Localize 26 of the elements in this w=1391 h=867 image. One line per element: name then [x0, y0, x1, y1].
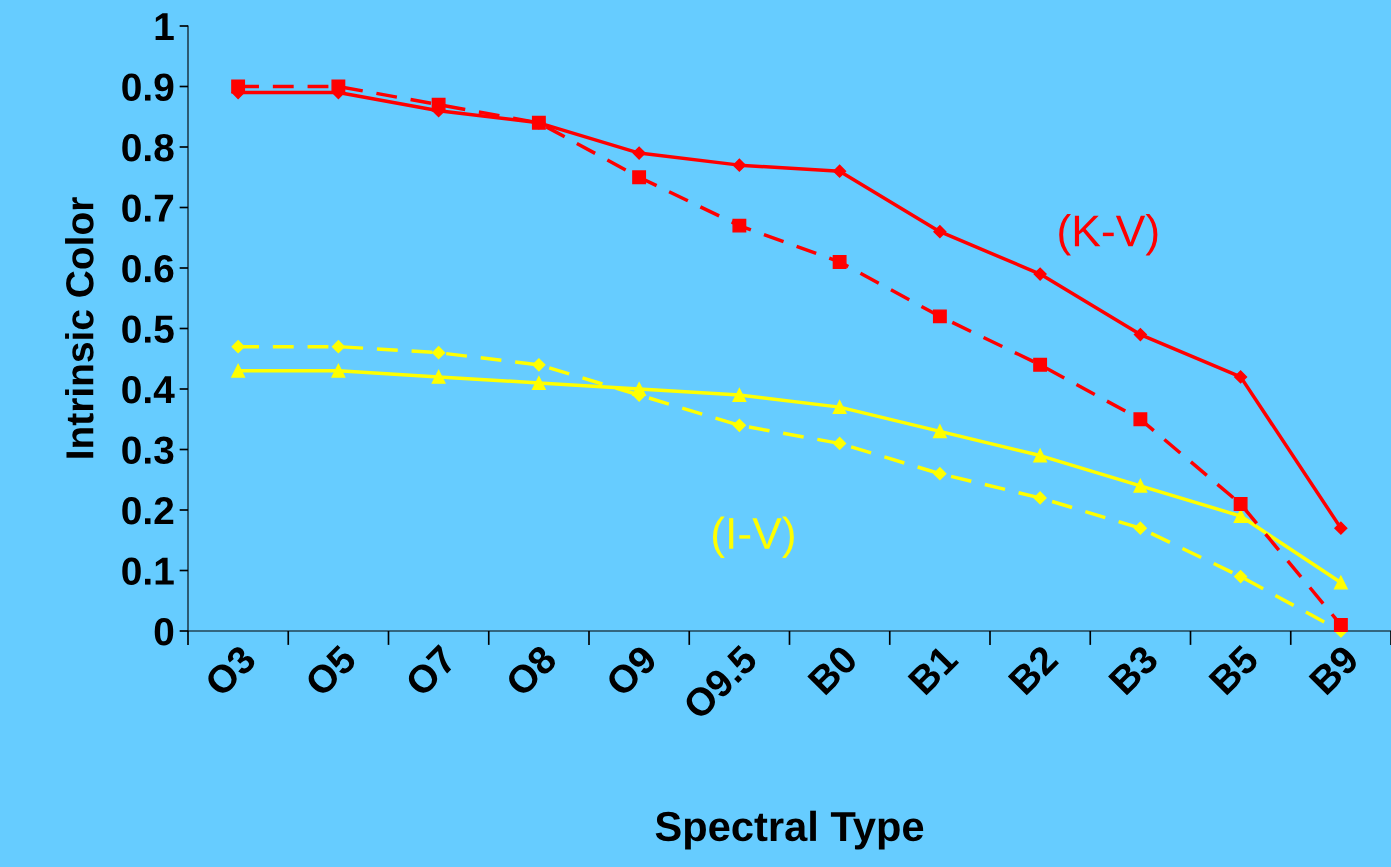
y-tick-label: 1 — [155, 13, 174, 41]
x-tick-label: B9 — [1308, 643, 1361, 696]
y-tick-label: 0.8 — [122, 133, 174, 162]
x-tick-label: O7 — [403, 644, 458, 698]
annotation: (K-V) — [1059, 214, 1158, 256]
y-tick-label: 0.5 — [122, 315, 174, 343]
y-tick-label: 0.6 — [122, 254, 174, 283]
x-tick-label: B2 — [1007, 643, 1059, 696]
x-tick-label: B3 — [1107, 643, 1160, 696]
x-axis-title: Spectral Type — [655, 810, 924, 850]
y-tick-label: 0 — [154, 617, 174, 646]
y-tick-label: 0.1 — [122, 557, 174, 585]
y-tick-label: 0.2 — [122, 496, 174, 525]
x-tick-label: B1 — [907, 643, 960, 696]
y-tick-label: 0.7 — [122, 194, 174, 222]
x-tick-label: O8 — [504, 643, 559, 698]
x-tick-label: O3 — [203, 643, 258, 698]
y-tick-label: 0.4 — [122, 375, 175, 404]
y-axis-title: Intrinsic Color — [65, 197, 94, 458]
x-tick-label: O9 — [604, 643, 659, 698]
x-tick-label: B0 — [807, 643, 859, 696]
y-tick-label: 0.9 — [122, 73, 174, 101]
x-tick-label: O5 — [303, 643, 358, 698]
y-tick-label: 0.3 — [122, 436, 174, 465]
x-tick-label: B5 — [1208, 643, 1261, 696]
annotation: (I-V) — [712, 516, 794, 558]
